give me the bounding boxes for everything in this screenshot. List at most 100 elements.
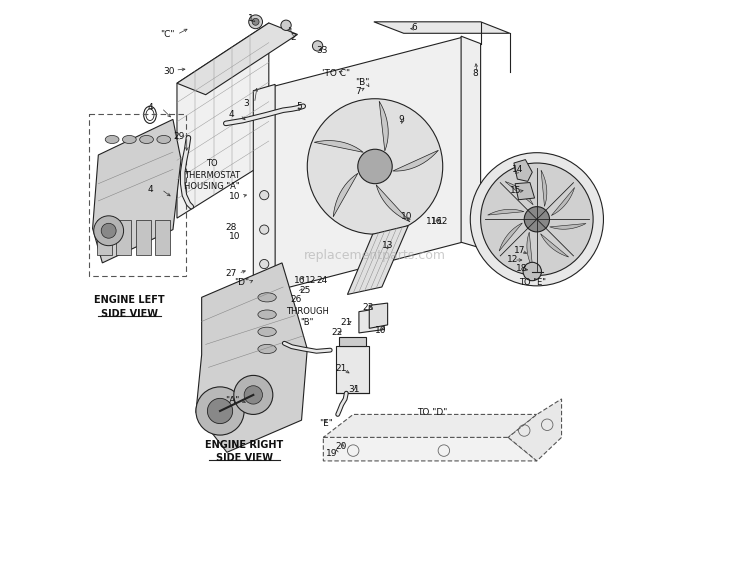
Text: 24: 24 [316, 276, 328, 285]
Circle shape [196, 387, 244, 435]
Bar [155, 220, 170, 255]
Polygon shape [314, 141, 363, 152]
Polygon shape [177, 23, 268, 218]
Text: THROUGH
"B": THROUGH "B" [286, 307, 328, 327]
Text: ENGINE LEFT
SIDE VIEW: ENGINE LEFT SIDE VIEW [94, 296, 165, 319]
Text: 16: 16 [293, 276, 305, 285]
Polygon shape [541, 170, 547, 207]
Text: 4: 4 [229, 110, 234, 119]
Text: 4: 4 [147, 185, 153, 194]
Text: 10: 10 [375, 325, 386, 335]
Ellipse shape [157, 135, 171, 144]
Text: 12: 12 [305, 276, 316, 285]
Polygon shape [527, 232, 532, 269]
Circle shape [313, 41, 322, 51]
Text: 28: 28 [226, 223, 237, 232]
Circle shape [358, 149, 392, 184]
Text: ENGINE RIGHT
SIDE VIEW: ENGINE RIGHT SIDE VIEW [205, 440, 284, 463]
Bar [136, 220, 151, 255]
Text: 2: 2 [291, 33, 296, 42]
Polygon shape [369, 303, 388, 328]
Circle shape [470, 153, 604, 286]
Polygon shape [92, 119, 181, 263]
Text: TO "E": TO "E" [519, 278, 546, 287]
Text: 21: 21 [340, 318, 352, 327]
Text: TO "D": TO "D" [417, 408, 448, 417]
Polygon shape [499, 223, 523, 251]
Text: 9: 9 [398, 115, 404, 124]
Polygon shape [515, 183, 535, 200]
Circle shape [244, 386, 262, 404]
Text: 19: 19 [326, 449, 338, 458]
Ellipse shape [258, 293, 276, 302]
Text: 22: 22 [332, 328, 343, 338]
Polygon shape [393, 150, 439, 171]
Text: 20: 20 [334, 442, 346, 451]
Text: "A": "A" [226, 395, 240, 405]
Text: 'TO C": 'TO C" [322, 69, 350, 78]
Polygon shape [505, 181, 533, 205]
Polygon shape [323, 414, 537, 437]
Text: 8: 8 [472, 69, 478, 78]
Ellipse shape [258, 327, 276, 336]
Polygon shape [374, 22, 510, 33]
Ellipse shape [140, 135, 154, 144]
Text: "D": "D" [234, 278, 250, 287]
Polygon shape [347, 226, 408, 294]
Text: 10: 10 [229, 192, 240, 201]
Circle shape [94, 216, 124, 246]
Circle shape [101, 223, 116, 238]
Text: replacementparts.com: replacementparts.com [304, 249, 446, 262]
Text: 10: 10 [229, 232, 240, 241]
Polygon shape [333, 173, 358, 217]
Text: 33: 33 [316, 46, 328, 55]
Circle shape [260, 191, 268, 200]
Polygon shape [359, 308, 384, 333]
Text: 13: 13 [382, 241, 394, 250]
Polygon shape [461, 36, 481, 248]
Polygon shape [541, 234, 568, 257]
Polygon shape [177, 23, 298, 95]
Text: 6: 6 [411, 23, 417, 32]
Ellipse shape [258, 310, 276, 319]
Circle shape [280, 20, 291, 30]
Text: 18: 18 [516, 263, 528, 273]
Text: 15: 15 [510, 186, 521, 195]
Text: 27: 27 [226, 269, 237, 278]
Circle shape [260, 225, 268, 234]
Text: 14: 14 [512, 165, 523, 174]
Circle shape [208, 398, 232, 424]
Text: 26: 26 [290, 295, 302, 304]
Circle shape [234, 375, 273, 414]
Text: 12: 12 [507, 255, 518, 264]
Polygon shape [550, 223, 586, 229]
Ellipse shape [122, 135, 136, 144]
Polygon shape [488, 210, 524, 215]
Bar [97, 220, 112, 255]
Text: 7: 7 [355, 87, 361, 96]
Bar [339, 337, 367, 346]
Text: 12: 12 [437, 217, 448, 226]
Text: "E": "E" [320, 418, 333, 428]
Text: "C": "C" [160, 30, 175, 39]
Polygon shape [376, 185, 410, 222]
Polygon shape [551, 188, 574, 216]
Text: 25: 25 [299, 286, 310, 295]
Text: 10: 10 [401, 212, 413, 222]
Polygon shape [274, 37, 462, 291]
Text: 11: 11 [425, 217, 437, 226]
Polygon shape [380, 101, 388, 151]
Ellipse shape [105, 135, 119, 144]
Text: 1: 1 [248, 14, 254, 23]
Circle shape [481, 163, 593, 276]
Text: 30: 30 [164, 67, 176, 76]
Circle shape [260, 259, 268, 269]
Bar [116, 220, 131, 255]
Text: 5: 5 [296, 102, 302, 111]
Text: 29: 29 [173, 132, 184, 141]
Circle shape [308, 99, 442, 234]
Text: TO
THERMOSTAT
HOUSING "A": TO THERMOSTAT HOUSING "A" [184, 160, 240, 191]
Polygon shape [509, 399, 562, 461]
Polygon shape [254, 84, 275, 297]
Text: 31: 31 [349, 385, 360, 394]
